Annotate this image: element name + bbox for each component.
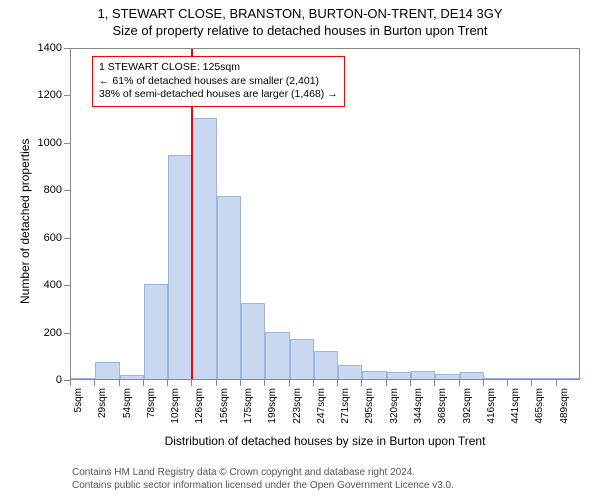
x-tick-mark xyxy=(434,380,435,386)
x-tick-label: 175sqm xyxy=(243,388,254,424)
histogram-bar xyxy=(290,339,314,379)
x-tick-label: 489sqm xyxy=(559,388,570,424)
x-tick-mark xyxy=(94,380,95,386)
y-tick-label: 800 xyxy=(32,184,62,196)
x-tick-label: 247sqm xyxy=(316,388,327,424)
histogram-bar xyxy=(435,374,459,379)
chart-title-main: 1, STEWART CLOSE, BRANSTON, BURTON-ON-TR… xyxy=(0,0,600,21)
y-tick-label: 600 xyxy=(32,232,62,244)
x-tick-label: 392sqm xyxy=(462,388,473,424)
credits-line2: Contains public sector information licen… xyxy=(72,479,454,492)
x-tick-label: 78sqm xyxy=(146,388,157,418)
x-tick-label: 271sqm xyxy=(340,388,351,424)
x-tick-mark xyxy=(264,380,265,386)
histogram-bar xyxy=(95,362,119,379)
x-tick-label: 29sqm xyxy=(97,388,108,418)
y-tick-label: 0 xyxy=(32,374,62,386)
x-tick-mark xyxy=(507,380,508,386)
histogram-bar xyxy=(314,351,338,379)
x-tick-mark xyxy=(556,380,557,386)
y-tick-mark xyxy=(64,143,70,144)
x-tick-label: 102sqm xyxy=(170,388,181,424)
x-tick-mark xyxy=(386,380,387,386)
histogram-bar xyxy=(387,372,411,379)
x-tick-label: 54sqm xyxy=(122,388,133,418)
histogram-bar xyxy=(71,378,95,379)
x-tick-label: 126sqm xyxy=(194,388,205,424)
histogram-bar xyxy=(168,155,192,379)
x-tick-mark xyxy=(143,380,144,386)
x-tick-mark xyxy=(337,380,338,386)
credits-line1: Contains HM Land Registry data © Crown c… xyxy=(72,466,454,479)
x-tick-label: 416sqm xyxy=(486,388,497,424)
x-tick-label: 320sqm xyxy=(389,388,400,424)
credits-block: Contains HM Land Registry data © Crown c… xyxy=(72,466,454,492)
x-tick-label: 441sqm xyxy=(510,388,521,424)
chart-title-sub: Size of property relative to detached ho… xyxy=(0,21,600,38)
x-tick-mark xyxy=(531,380,532,386)
x-tick-mark xyxy=(216,380,217,386)
y-tick-mark xyxy=(64,95,70,96)
y-tick-mark xyxy=(64,238,70,239)
y-tick-label: 400 xyxy=(32,279,62,291)
x-tick-label: 199sqm xyxy=(267,388,278,424)
x-tick-mark xyxy=(70,380,71,386)
histogram-bar xyxy=(217,196,241,379)
x-tick-label: 465sqm xyxy=(534,388,545,424)
y-axis-title: Number of detached properties xyxy=(18,139,32,304)
y-tick-label: 200 xyxy=(32,327,62,339)
y-tick-label: 1400 xyxy=(32,42,62,54)
x-tick-mark xyxy=(119,380,120,386)
x-tick-label: 344sqm xyxy=(413,388,424,424)
x-tick-mark xyxy=(483,380,484,386)
histogram-bar xyxy=(411,371,435,379)
histogram-bar xyxy=(338,365,362,379)
x-tick-label: 295sqm xyxy=(364,388,375,424)
histogram-bar xyxy=(362,371,386,379)
x-tick-label: 223sqm xyxy=(292,388,303,424)
histogram-bar xyxy=(241,303,265,379)
x-tick-label: 156sqm xyxy=(219,388,230,424)
annotation-line1: 1 STEWART CLOSE: 125sqm xyxy=(99,61,338,75)
x-tick-label: 5sqm xyxy=(73,388,84,412)
histogram-bar xyxy=(120,375,144,379)
x-tick-mark xyxy=(289,380,290,386)
histogram-bar xyxy=(144,284,168,379)
x-tick-mark xyxy=(191,380,192,386)
annotation-box: 1 STEWART CLOSE: 125sqm ← 61% of detache… xyxy=(92,56,345,107)
histogram-bar xyxy=(508,378,532,379)
histogram-bar xyxy=(532,378,556,379)
histogram-bar xyxy=(460,372,484,379)
y-tick-mark xyxy=(64,333,70,334)
x-tick-mark xyxy=(361,380,362,386)
y-tick-label: 1000 xyxy=(32,137,62,149)
x-tick-label: 368sqm xyxy=(437,388,448,424)
y-tick-mark xyxy=(64,48,70,49)
x-tick-mark xyxy=(167,380,168,386)
x-tick-mark xyxy=(240,380,241,386)
y-tick-mark xyxy=(64,190,70,191)
x-axis-title: Distribution of detached houses by size … xyxy=(70,434,580,448)
y-tick-mark xyxy=(64,285,70,286)
histogram-bar xyxy=(557,378,581,379)
x-tick-mark xyxy=(313,380,314,386)
histogram-bar xyxy=(192,118,216,379)
histogram-bar xyxy=(265,332,289,379)
histogram-bar xyxy=(484,378,508,379)
annotation-line2: ← 61% of detached houses are smaller (2,… xyxy=(99,75,338,89)
y-tick-label: 1200 xyxy=(32,89,62,101)
x-tick-mark xyxy=(459,380,460,386)
chart-container: 1, STEWART CLOSE, BRANSTON, BURTON-ON-TR… xyxy=(0,0,600,500)
x-tick-mark xyxy=(410,380,411,386)
annotation-line3: 38% of semi-detached houses are larger (… xyxy=(99,88,338,102)
